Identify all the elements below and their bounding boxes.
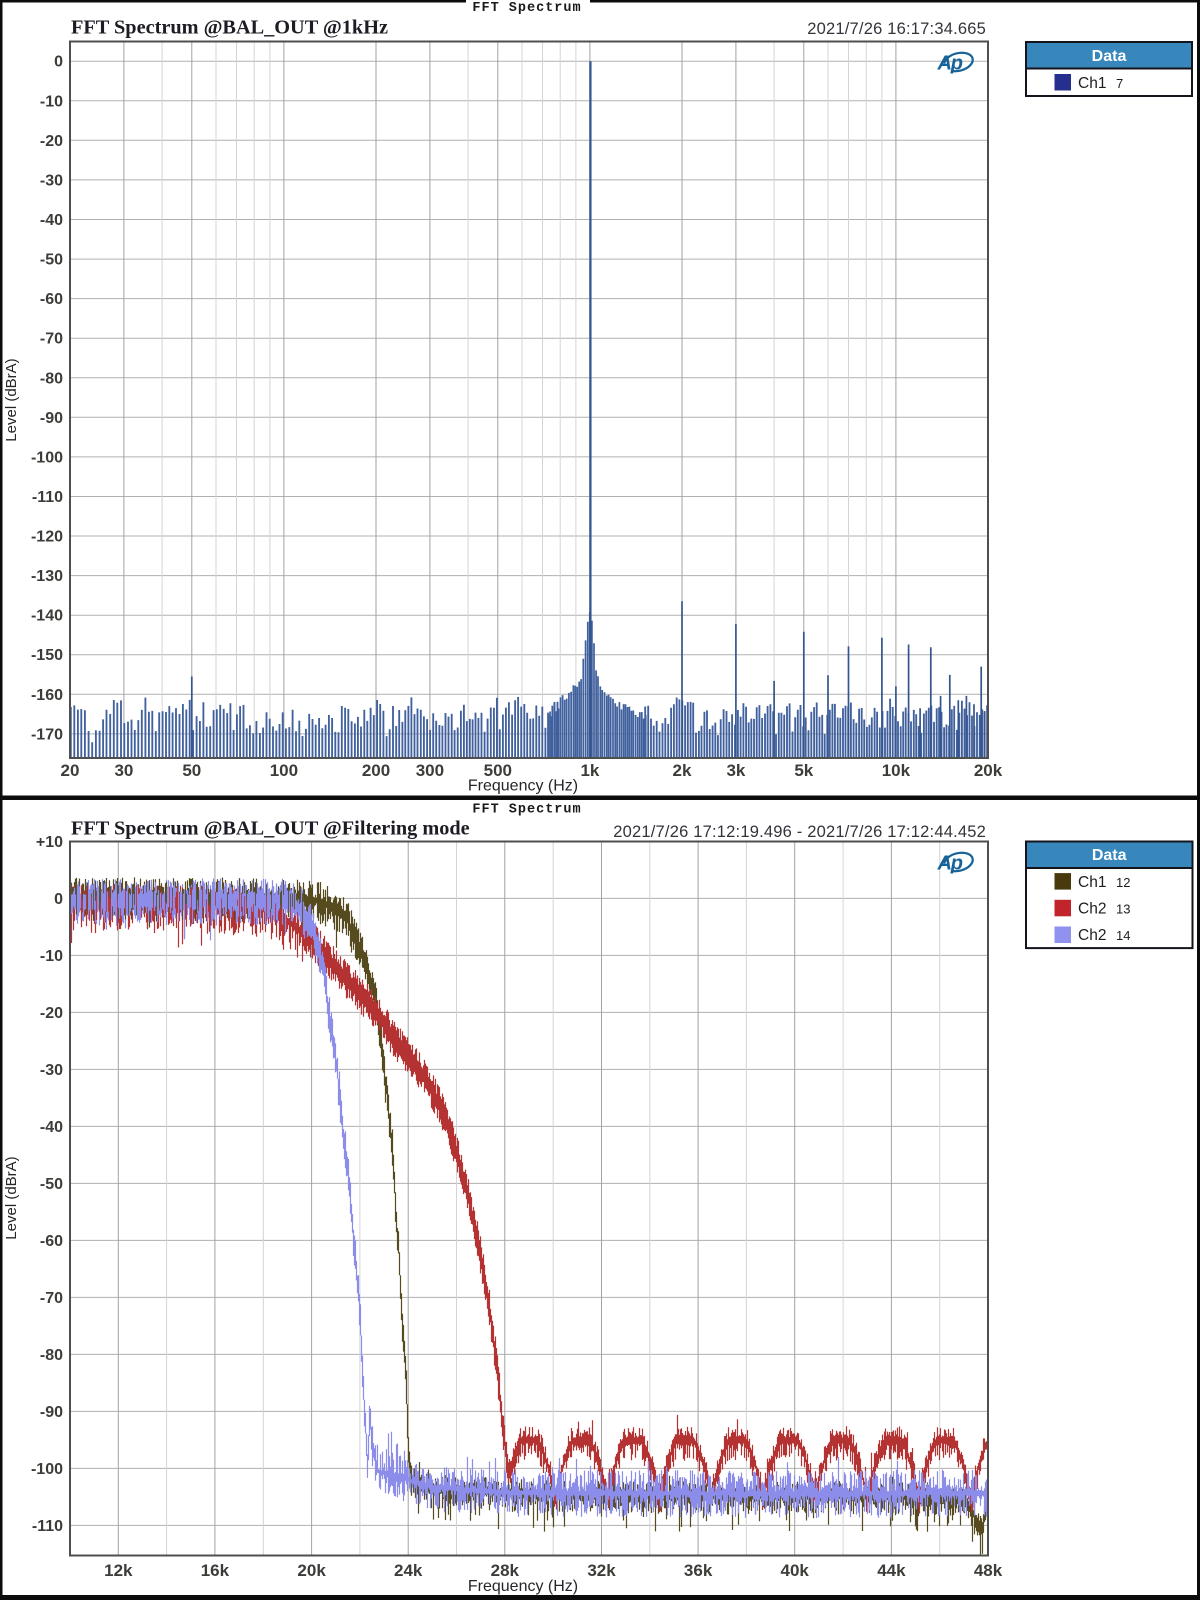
svg-text:-110: -110 xyxy=(32,489,63,506)
svg-text:-120: -120 xyxy=(31,529,63,546)
svg-text:24k: 24k xyxy=(394,1561,423,1580)
svg-text:2021/7/26 16:17:34.665: 2021/7/26 16:17:34.665 xyxy=(807,20,986,38)
svg-text:48k: 48k xyxy=(974,1561,1003,1580)
svg-text:5k: 5k xyxy=(794,761,813,780)
svg-text:-170: -170 xyxy=(31,726,63,743)
svg-text:16k: 16k xyxy=(201,1561,230,1580)
svg-text:-90: -90 xyxy=(40,410,63,427)
svg-text:Ch2: Ch2 xyxy=(1078,927,1106,944)
svg-text:-160: -160 xyxy=(31,687,63,704)
svg-text:20k: 20k xyxy=(297,1561,326,1580)
svg-text:-40: -40 xyxy=(40,212,63,229)
svg-text:-30: -30 xyxy=(40,1062,63,1079)
svg-text:-60: -60 xyxy=(40,291,63,308)
svg-text:28k: 28k xyxy=(491,1561,520,1580)
svg-text:FFT Spectrum: FFT Spectrum xyxy=(472,1,581,16)
svg-text:-10: -10 xyxy=(40,93,63,110)
svg-text:Ch2: Ch2 xyxy=(1078,901,1106,918)
svg-text:20k: 20k xyxy=(974,761,1003,780)
svg-text:-20: -20 xyxy=(40,133,63,150)
svg-text:44k: 44k xyxy=(877,1561,906,1580)
svg-text:-80: -80 xyxy=(40,1347,63,1364)
svg-text:-20: -20 xyxy=(40,1005,63,1022)
svg-text:3k: 3k xyxy=(726,761,745,780)
svg-text:Ap: Ap xyxy=(937,853,963,875)
svg-text:100: 100 xyxy=(270,761,298,780)
svg-text:-140: -140 xyxy=(31,608,63,625)
svg-text:0: 0 xyxy=(54,891,63,908)
svg-text:32k: 32k xyxy=(587,1561,616,1580)
svg-text:-50: -50 xyxy=(40,252,63,269)
svg-text:13: 13 xyxy=(1116,902,1130,917)
svg-text:-80: -80 xyxy=(40,370,63,387)
svg-text:50: 50 xyxy=(182,761,201,780)
svg-text:FFT Spectrum: FFT Spectrum xyxy=(472,803,581,818)
svg-text:-70: -70 xyxy=(40,331,63,348)
svg-text:-110: -110 xyxy=(32,1518,63,1535)
svg-text:200: 200 xyxy=(362,761,390,780)
svg-text:40k: 40k xyxy=(781,1561,810,1580)
svg-text:Frequency (Hz): Frequency (Hz) xyxy=(468,778,578,795)
svg-text:Frequency (Hz): Frequency (Hz) xyxy=(468,1578,578,1595)
svg-text:30: 30 xyxy=(114,761,133,780)
svg-text:7: 7 xyxy=(1116,76,1123,91)
svg-text:2k: 2k xyxy=(673,761,692,780)
svg-text:2021/7/26 17:12:19.496 - 2021/: 2021/7/26 17:12:19.496 - 2021/7/26 17:12… xyxy=(613,823,986,841)
svg-text:Level (dBrA): Level (dBrA) xyxy=(3,1156,20,1239)
svg-text:Ch1: Ch1 xyxy=(1078,75,1106,92)
svg-text:300: 300 xyxy=(416,761,444,780)
svg-text:-30: -30 xyxy=(40,172,63,189)
svg-text:0: 0 xyxy=(54,54,63,71)
svg-text:-100: -100 xyxy=(31,449,63,466)
svg-text:12k: 12k xyxy=(104,1561,133,1580)
svg-text:10k: 10k xyxy=(882,761,911,780)
svg-text:12: 12 xyxy=(1116,875,1130,890)
svg-text:-40: -40 xyxy=(40,1119,63,1136)
svg-text:+10: +10 xyxy=(36,834,63,851)
svg-text:-90: -90 xyxy=(40,1404,63,1421)
svg-text:14: 14 xyxy=(1116,928,1130,943)
svg-text:-150: -150 xyxy=(31,647,63,664)
svg-text:36k: 36k xyxy=(684,1561,713,1580)
svg-text:Ap: Ap xyxy=(937,53,963,75)
svg-text:-60: -60 xyxy=(40,1233,63,1250)
svg-text:-70: -70 xyxy=(40,1290,63,1307)
svg-text:-50: -50 xyxy=(40,1176,63,1193)
svg-text:1k: 1k xyxy=(580,761,599,780)
svg-text:Data: Data xyxy=(1092,48,1127,65)
svg-text:-100: -100 xyxy=(31,1461,63,1478)
svg-text:FFT Spectrum @BAL_OUT @1kHz: FFT Spectrum @BAL_OUT @1kHz xyxy=(71,17,388,39)
svg-text:-130: -130 xyxy=(31,568,63,585)
svg-text:FFT Spectrum @BAL_OUT @Filteri: FFT Spectrum @BAL_OUT @Filtering mode xyxy=(71,818,470,840)
svg-text:Level (dBrA): Level (dBrA) xyxy=(3,358,20,441)
svg-text:Ch1: Ch1 xyxy=(1078,874,1106,891)
svg-text:500: 500 xyxy=(484,761,512,780)
svg-text:20: 20 xyxy=(61,761,80,780)
svg-text:Data: Data xyxy=(1092,847,1127,864)
svg-text:-10: -10 xyxy=(40,948,63,965)
